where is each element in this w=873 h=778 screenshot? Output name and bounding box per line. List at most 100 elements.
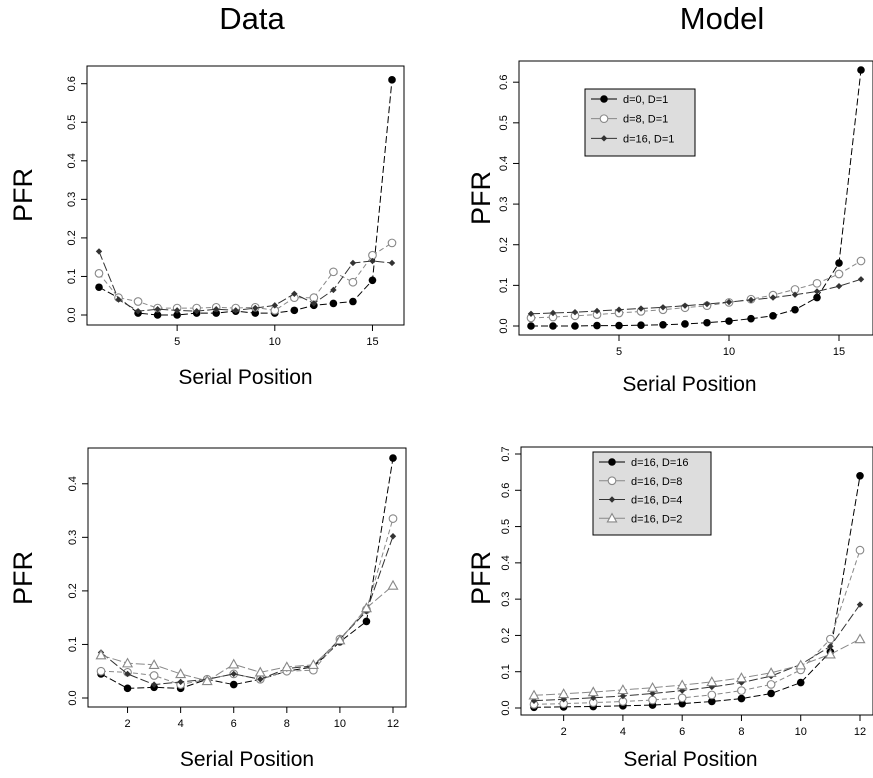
data-point — [681, 302, 689, 309]
x-tick-label: 8 — [284, 718, 290, 730]
series-line-3 — [100, 536, 394, 686]
data-point — [795, 659, 807, 670]
plot-frame — [86, 65, 405, 326]
data-point — [827, 643, 834, 650]
x-tick-label: 15 — [833, 346, 845, 358]
data-point — [154, 306, 161, 313]
y-tick-label: 0.1 — [67, 637, 79, 652]
legend-marker — [600, 95, 608, 103]
y-tick-label: 0.4 — [66, 153, 78, 168]
data-point — [747, 296, 755, 304]
data-point — [94, 269, 104, 278]
series-line-2 — [530, 260, 862, 319]
data-point — [230, 670, 237, 678]
data-point — [857, 276, 865, 283]
plot-frame — [87, 447, 407, 708]
data-point — [647, 681, 659, 692]
y-axis-title: PFR — [466, 551, 496, 605]
data-point — [796, 678, 805, 687]
x-tick-label: 10 — [795, 726, 807, 738]
legend-marker — [608, 496, 616, 503]
x-axis-title: Serial Position — [623, 748, 757, 771]
x-tick-label: 8 — [738, 726, 744, 738]
data-point — [528, 689, 540, 700]
series-line-1 — [531, 69, 862, 327]
x-tick-label: 10 — [723, 346, 735, 358]
y-tick-label: 0.3 — [500, 591, 512, 606]
data-point — [388, 259, 396, 267]
column-title-data: Data — [219, 1, 285, 36]
y-tick-label: 0.2 — [66, 230, 78, 245]
data-point — [549, 309, 557, 317]
data-point — [177, 678, 184, 686]
y-tick-label: 0.0 — [67, 690, 79, 705]
y-axis-title: PFR — [466, 171, 496, 225]
data-point — [348, 277, 358, 287]
data-point — [527, 322, 535, 330]
y-tick-label: 0.1 — [500, 664, 512, 679]
data-point — [148, 659, 160, 670]
y-tick-label: 0.0 — [498, 318, 510, 333]
x-tick-label: 4 — [178, 718, 184, 730]
data-point — [271, 302, 278, 309]
y-tick-label: 0.4 — [498, 156, 510, 171]
data-point — [307, 659, 319, 670]
data-point — [615, 321, 623, 330]
x-axis-title: Serial Position — [180, 748, 314, 771]
legend-label: d=16, D=16 — [631, 457, 689, 469]
y-tick-label: 0.2 — [498, 237, 510, 252]
data-point — [681, 320, 689, 328]
data-point — [387, 579, 399, 590]
x-tick-label: 10 — [269, 336, 281, 348]
plot-frame — [518, 60, 873, 336]
x-tick-label: 6 — [231, 718, 237, 730]
data-point — [254, 666, 266, 677]
data-point — [291, 290, 298, 297]
y-tick-label: 0.6 — [498, 75, 510, 90]
series-line-3 — [533, 604, 861, 702]
legend-label: d=16, D=8 — [631, 476, 682, 488]
data-point — [389, 533, 397, 540]
data-point — [824, 648, 836, 659]
data-point — [213, 306, 220, 313]
legend-label: d=16, D=4 — [631, 495, 682, 507]
data-point — [229, 680, 238, 689]
data-point — [153, 311, 162, 319]
legend: d=16, D=16 d=16, D=8 d=16, D=4 d=16, D=2 — [592, 451, 712, 536]
data-point — [173, 307, 181, 314]
data-point — [725, 317, 733, 325]
y-tick-label: 0.6 — [66, 76, 78, 91]
column-title-model: Model — [680, 1, 764, 36]
y-tick-label: 0.3 — [66, 192, 78, 207]
x-tick-label: 5 — [174, 336, 180, 348]
data-point — [615, 306, 623, 313]
data-point — [593, 307, 601, 315]
data-point — [252, 304, 259, 312]
data-point — [133, 297, 143, 306]
data-point — [813, 293, 821, 302]
data-point — [835, 259, 843, 267]
data-point — [388, 76, 396, 84]
y-tick-label: 0.4 — [67, 476, 79, 491]
data-point — [659, 304, 667, 311]
data-point — [175, 668, 187, 679]
data-point — [619, 692, 627, 700]
data-point — [678, 687, 686, 694]
data-point — [791, 305, 799, 314]
data-point — [228, 658, 240, 669]
y-tick-label: 0.5 — [500, 519, 512, 534]
data-point — [290, 306, 299, 315]
data-point — [257, 676, 264, 683]
y-tick-label: 0.5 — [498, 115, 510, 130]
data-point — [703, 318, 711, 327]
data-point — [281, 661, 293, 672]
data-point — [737, 694, 746, 703]
data-point — [330, 286, 337, 294]
data-point — [360, 602, 372, 613]
data-point — [388, 514, 398, 523]
data-point — [676, 679, 688, 690]
data-point — [857, 66, 865, 74]
data-point — [590, 694, 597, 702]
series-line-1 — [100, 458, 394, 689]
